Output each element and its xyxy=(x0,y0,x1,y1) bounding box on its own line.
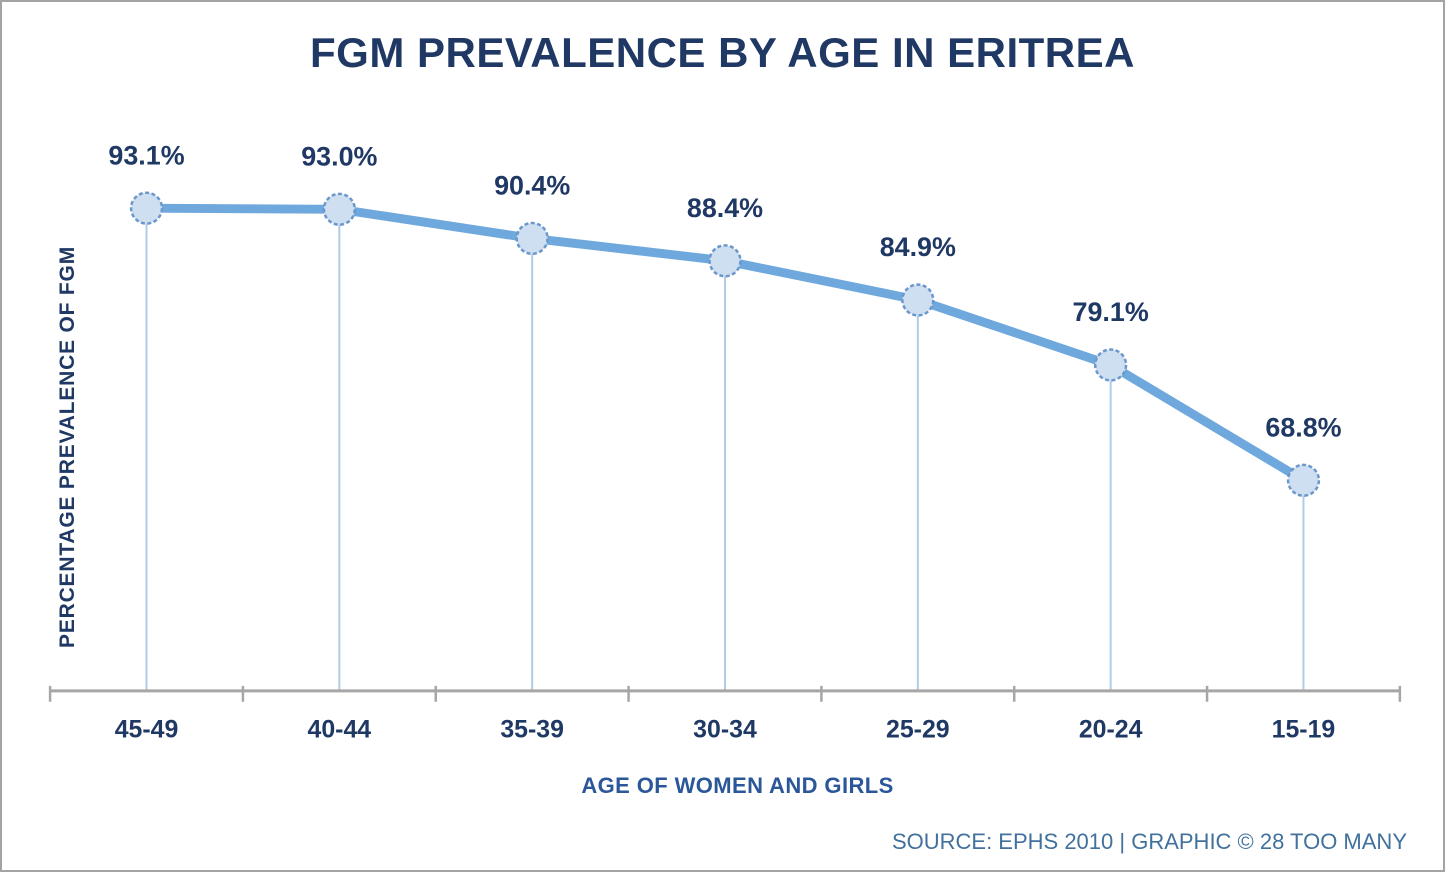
chart-title: FGM PREVALENCE BY AGE IN ERITREA xyxy=(310,29,1135,76)
value-label: 68.8% xyxy=(1265,412,1341,442)
category-label: 25-29 xyxy=(886,716,950,744)
x-axis-title: AGE OF WOMEN AND GIRLS xyxy=(581,773,894,798)
category-label: 40-44 xyxy=(308,716,372,744)
data-point[interactable] xyxy=(901,283,935,317)
value-label: 88.4% xyxy=(687,193,763,223)
data-point[interactable] xyxy=(708,244,742,278)
data-point[interactable] xyxy=(1286,463,1321,497)
category-label: 20-24 xyxy=(1079,716,1143,744)
data-point[interactable] xyxy=(129,191,164,225)
source-credit: SOURCE: EPHS 2010 | GRAPHIC © 28 TOO MAN… xyxy=(891,829,1407,854)
category-label: 35-39 xyxy=(500,716,564,744)
data-point[interactable] xyxy=(515,221,549,256)
value-label: 79.1% xyxy=(1073,297,1149,327)
category-label: 45-49 xyxy=(115,716,179,744)
value-label: 93.1% xyxy=(108,140,184,170)
data-point[interactable] xyxy=(1093,348,1128,382)
value-label: 84.9% xyxy=(880,232,956,262)
category-label: 30-34 xyxy=(693,716,757,744)
category-label: 15-19 xyxy=(1272,716,1336,744)
value-label: 93.0% xyxy=(301,141,377,171)
value-label: 90.4% xyxy=(494,171,570,201)
data-point[interactable] xyxy=(322,192,357,226)
